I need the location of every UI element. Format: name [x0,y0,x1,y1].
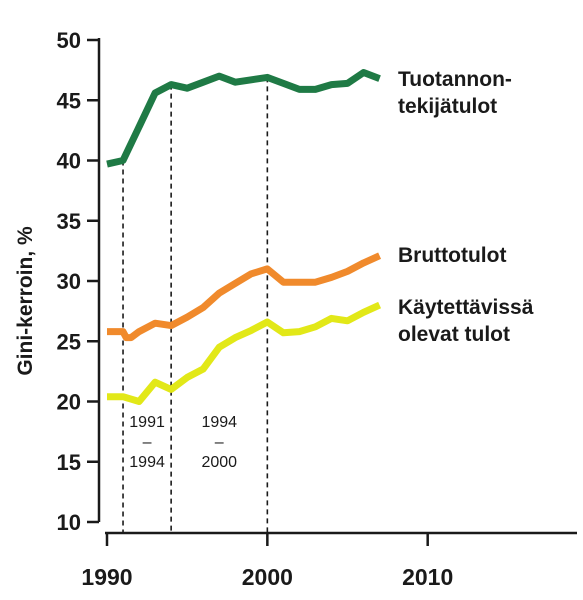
period-label: 1991 [129,414,165,431]
series-lines [106,69,382,405]
series-label: Tuotannon- [398,68,512,91]
period-label: 2000 [201,454,237,471]
y-tick-label: 25 [57,329,81,354]
series-line [107,252,382,342]
series-label: Käytettävissä [398,296,534,319]
x-tick-label: 1990 [81,564,132,590]
y-tick-label: 35 [57,209,81,234]
period-label: – [143,434,152,451]
y-tick-label: 50 [57,28,81,53]
y-tick-label: 45 [57,88,81,113]
axes: 10 15 20 25 30 35 40 45 50 1990 2000 2010 Gini-kerro… [14,28,577,590]
series-line [107,301,382,405]
series-label: olevat tulot [398,323,510,346]
period-label: – [215,434,224,451]
y-tick-label: 10 [57,510,81,535]
period-label: 1994 [201,414,237,431]
y-axis-label: Gini-kerroin, % [14,226,37,376]
series-label: tekijätulot [398,95,497,118]
period-annotations: 1991 – 1994 1994 – 2000 [122,77,269,533]
series-labels: Tuotannon-tekijätulot Bruttotulot Käytettä… [398,68,534,346]
y-tick-label: 15 [57,450,81,475]
y-tick-label: 30 [57,269,81,294]
series-label: Bruttotulot [398,244,506,267]
period-label: 1994 [129,454,165,471]
series-line [106,69,381,168]
y-tick-label: 40 [57,149,81,174]
y-tick-label: 20 [57,390,81,415]
x-tick-label: 2000 [242,564,293,590]
x-tick-label: 2010 [402,564,453,590]
